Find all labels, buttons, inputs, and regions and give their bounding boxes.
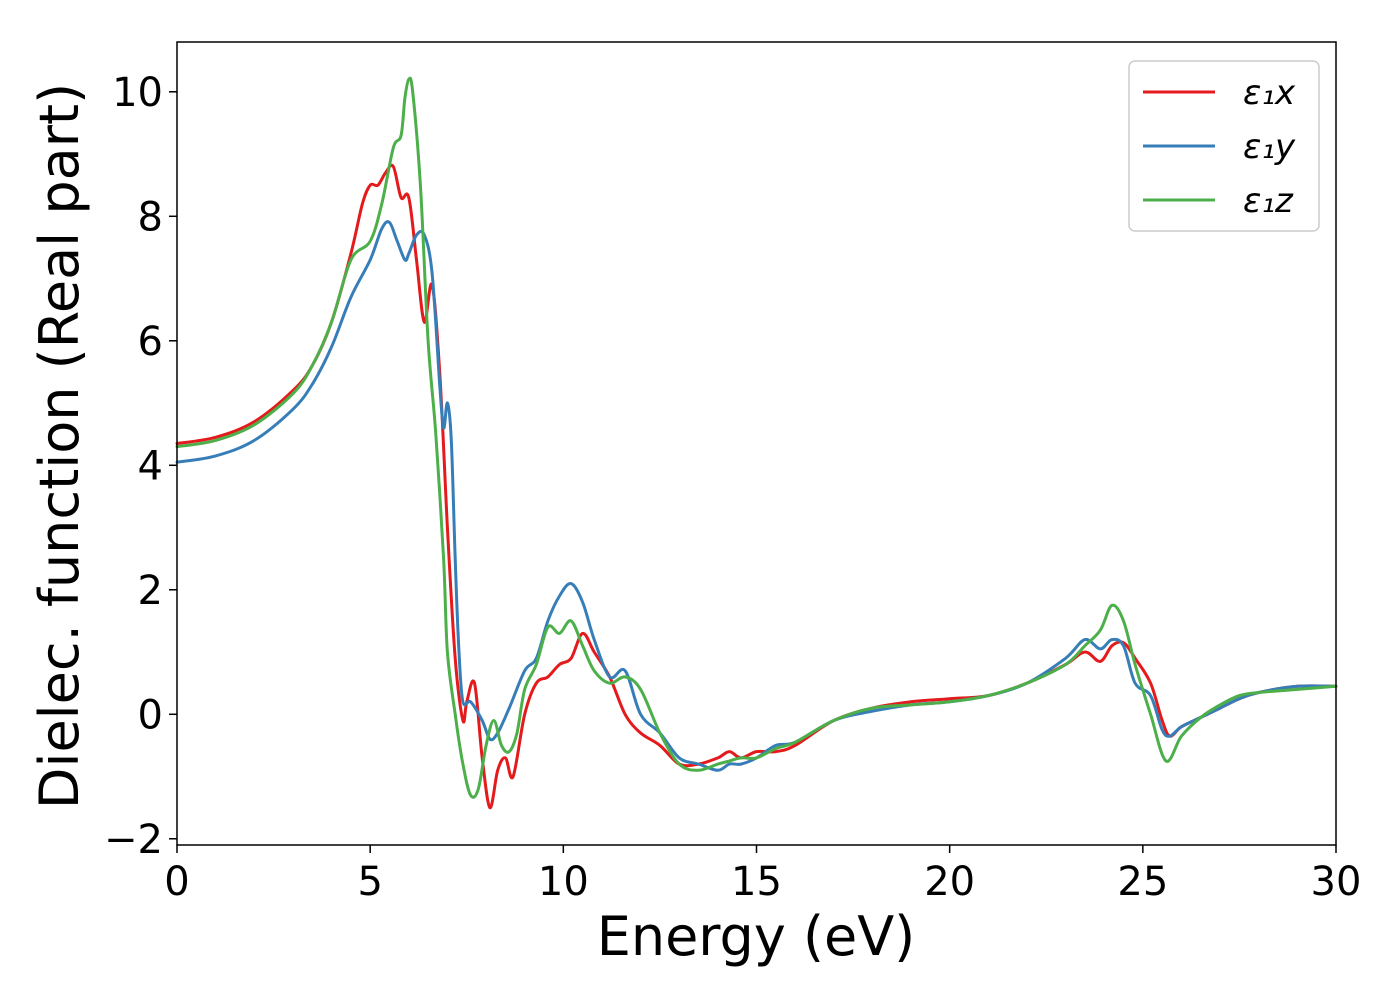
x-axis-label: Energy (eV) <box>597 905 916 968</box>
y-tick-label: 8 <box>138 194 163 240</box>
x-axis-ticks: 0 5 10 15 20 25 30 <box>164 845 1361 905</box>
y-tick-label: 6 <box>138 319 163 365</box>
y-axis-ticks: −2 0 2 4 6 8 10 <box>104 70 177 863</box>
series-lines <box>175 76 1338 810</box>
legend-label-0: ε₁x <box>1243 73 1296 113</box>
x-tick-label: 30 <box>1311 859 1362 905</box>
y-tick-label: 0 <box>138 692 163 738</box>
x-tick-label: 15 <box>731 859 782 905</box>
series-line-1 <box>175 220 1338 772</box>
y-axis-label: Dielec. function (Real part) <box>28 83 91 809</box>
x-tick-label: 5 <box>357 859 382 905</box>
legend: ε₁x ε₁y ε₁z <box>1128 60 1320 232</box>
y-tick-label: −2 <box>104 817 163 863</box>
y-tick-label: 10 <box>112 70 163 116</box>
y-tick-label: 4 <box>138 443 163 489</box>
legend-label-2: ε₁z <box>1243 181 1294 221</box>
x-tick-label: 25 <box>1117 859 1168 905</box>
x-tick-label: 0 <box>164 859 189 905</box>
legend-items: ε₁x ε₁y ε₁z <box>1143 73 1296 221</box>
x-tick-label: 10 <box>538 859 589 905</box>
y-tick-label: 2 <box>138 568 163 614</box>
series-line-0 <box>175 163 1338 810</box>
legend-box <box>1128 60 1320 232</box>
legend-label-1: ε₁y <box>1243 127 1296 167</box>
x-tick-label: 20 <box>924 859 975 905</box>
series-line-2 <box>175 76 1338 799</box>
